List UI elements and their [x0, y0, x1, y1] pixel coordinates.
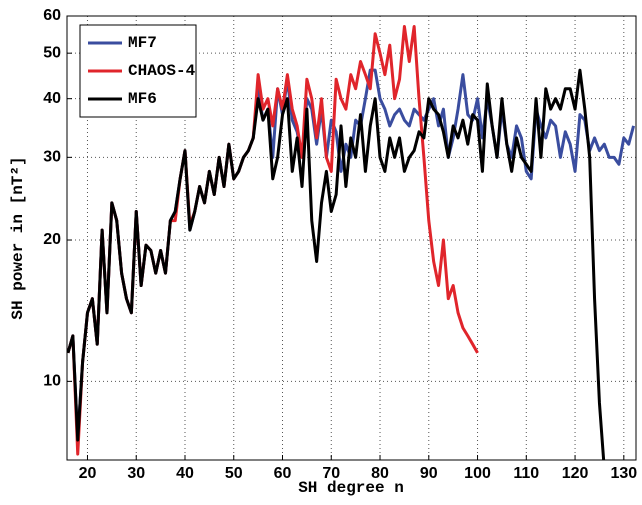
- y-tick-label: 40: [43, 90, 61, 107]
- x-tick-label: 20: [79, 465, 97, 482]
- y-tick-label: 60: [43, 7, 61, 24]
- x-tick-label: 40: [176, 465, 194, 482]
- y-tick-label: 20: [43, 231, 61, 248]
- labels: 20 30 40 50 60 70 80 90 100 110 120 130 10 20 30 40 50 60: [43, 7, 637, 482]
- x-tick-label: 90: [420, 465, 438, 482]
- x-tick-label: 50: [225, 465, 243, 482]
- x-tick-label: 130: [610, 465, 637, 482]
- y-tick-label: 50: [43, 44, 61, 61]
- series-line: [67, 68, 606, 460]
- legend-label: MF6: [128, 90, 157, 108]
- x-tick-label: 60: [274, 465, 292, 482]
- y-tick-label: 30: [43, 149, 61, 166]
- x-axis-label: SH degree n: [298, 479, 404, 497]
- x-tick-label: 100: [464, 465, 491, 482]
- x-tick-label: 110: [513, 465, 539, 482]
- legend-label: MF7: [128, 34, 157, 52]
- y-axis-label: SH power in [nT²]: [9, 156, 27, 319]
- x-tick-label: 120: [562, 465, 589, 482]
- x-tick-label: 70: [322, 465, 340, 482]
- plot-frame: [66, 15, 637, 461]
- lines: [67, 24, 636, 460]
- x-tick-label: 30: [127, 465, 145, 482]
- x-tick-label: 80: [371, 465, 389, 482]
- legend-label: CHAOS-4: [128, 62, 196, 80]
- legend: MF7 CHAOS-4 MF6: [79, 24, 197, 118]
- y-tick-label: 10: [43, 373, 61, 390]
